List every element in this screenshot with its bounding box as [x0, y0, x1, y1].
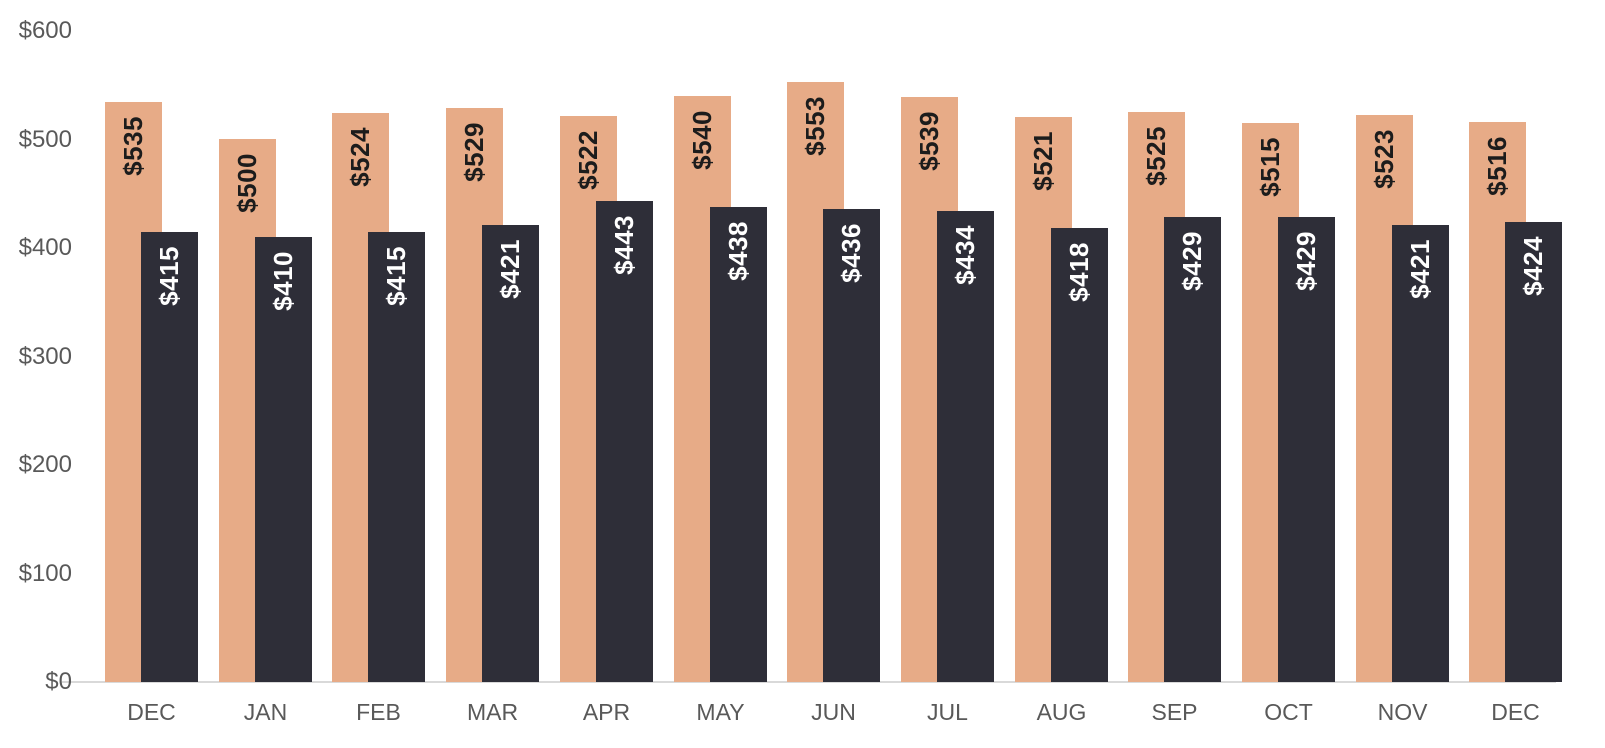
x-axis-label: FEB — [356, 699, 401, 725]
y-axis-tick-label: $100 — [18, 559, 72, 587]
x-axis-label: JAN — [243, 699, 288, 725]
y-axis-tick-label: $0 — [45, 668, 72, 695]
y-axis-tick-label: $300 — [18, 342, 72, 370]
bar-value-label: $421 — [495, 239, 525, 299]
bar-value-label: $429 — [1291, 231, 1321, 291]
x-axis-label: SEP — [1151, 699, 1198, 725]
y-axis-tick-label: $500 — [18, 125, 72, 153]
charcoal-bar-dec-12: $424 — [1505, 222, 1562, 682]
x-axis-label: MAR — [466, 699, 519, 725]
bar-value-label: $539 — [914, 111, 944, 171]
bar-value-label: $553 — [800, 96, 830, 156]
x-axis-baseline — [62, 681, 1556, 683]
x-axis-label: DEC — [127, 699, 176, 725]
y-axis-tick-label: $600 — [18, 17, 72, 44]
charcoal-bar-nov-11: $421 — [1392, 225, 1449, 682]
charcoal-bar-jun-6: $436 — [823, 209, 880, 682]
bar-value-label: $523 — [1369, 129, 1399, 189]
charcoal-bar-oct-10: $429 — [1278, 217, 1335, 682]
bar-value-label: $410 — [268, 251, 298, 311]
x-axis-label: OCT — [1264, 699, 1313, 725]
charcoal-bar-jan-1: $410 — [255, 237, 312, 682]
x-axis-label: JUN — [811, 699, 856, 725]
bar-value-label: $424 — [1518, 236, 1548, 296]
bar-value-label: $524 — [345, 127, 375, 187]
charcoal-bar-apr-4: $443 — [596, 201, 653, 682]
x-axis-label: MAY — [696, 699, 745, 725]
bar-value-label: $500 — [232, 153, 262, 213]
charcoal-bar-aug-8: $418 — [1051, 228, 1108, 682]
bar-value-label: $522 — [573, 130, 603, 190]
x-axis-label: JUL — [927, 699, 968, 725]
bar-value-label: $438 — [723, 221, 753, 281]
x-axis-label: AUG — [1036, 699, 1087, 725]
bar-value-label: $516 — [1482, 136, 1512, 196]
charcoal-bar-sep-9: $429 — [1164, 217, 1221, 682]
bar-value-label: $521 — [1028, 131, 1058, 191]
x-axis-label: NOV — [1377, 699, 1428, 725]
bar-value-label: $415 — [381, 246, 411, 306]
charcoal-bar-feb-2: $415 — [368, 232, 425, 682]
y-axis-tick-label: $400 — [18, 234, 72, 261]
x-axis-label: DEC — [1491, 699, 1540, 725]
bar-value-label: $415 — [154, 246, 184, 306]
y-axis-tick-label: $200 — [18, 451, 72, 478]
bar-value-label: $436 — [836, 223, 866, 283]
bar-value-label: $540 — [687, 110, 717, 170]
charcoal-bar-jul-7: $434 — [937, 211, 994, 682]
x-axis-label: APR — [582, 699, 631, 725]
bar-value-label: $443 — [609, 215, 639, 275]
bar-value-label: $418 — [1064, 242, 1094, 302]
bar-value-label: $421 — [1405, 239, 1435, 299]
charcoal-bar-mar-3: $421 — [482, 225, 539, 682]
charcoal-bar-may-5: $438 — [710, 207, 767, 682]
bar-value-label: $515 — [1255, 137, 1285, 197]
bar-value-label: $525 — [1141, 126, 1171, 186]
bar-value-label: $434 — [950, 225, 980, 285]
charcoal-bar-dec-0: $415 — [141, 232, 198, 682]
bar-value-label: $429 — [1177, 231, 1207, 291]
bar-value-label: $529 — [459, 122, 489, 182]
bar-value-label: $535 — [118, 116, 148, 176]
